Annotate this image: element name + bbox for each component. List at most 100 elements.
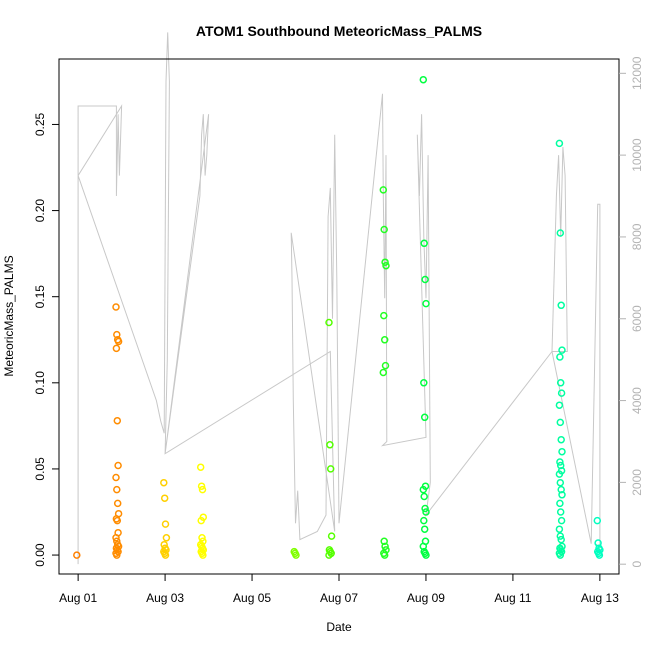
data-point bbox=[326, 441, 334, 449]
data-point bbox=[379, 368, 388, 377]
data-point bbox=[420, 525, 429, 533]
data-point bbox=[381, 258, 389, 266]
data-point bbox=[162, 534, 171, 542]
data-point bbox=[421, 504, 429, 513]
data-point bbox=[199, 551, 207, 559]
y-axis-label: MeteoricMass_PALMS bbox=[2, 255, 16, 376]
x-tick-label: Aug 05 bbox=[233, 591, 271, 605]
data-point bbox=[114, 461, 122, 470]
data-point bbox=[325, 318, 333, 327]
y2-tick-label: 2000 bbox=[630, 469, 644, 496]
data-point bbox=[556, 532, 565, 540]
y-tick-label: 0.15 bbox=[33, 285, 47, 309]
data-point bbox=[326, 465, 335, 473]
data-point bbox=[380, 225, 388, 234]
data-point bbox=[113, 551, 121, 559]
data-point bbox=[420, 379, 428, 387]
data-point bbox=[419, 485, 428, 494]
y2-tick-label: 8000 bbox=[630, 223, 644, 250]
data-point bbox=[557, 301, 565, 310]
data-point bbox=[558, 491, 566, 499]
data-point bbox=[380, 336, 389, 344]
data-point bbox=[555, 401, 564, 409]
y2-axis: 0 2000 4000 6000 8000 10000 12000 bbox=[619, 56, 644, 568]
data-point bbox=[556, 379, 565, 387]
y-tick-label: 0.10 bbox=[33, 371, 47, 395]
y2-tick-label: 10000 bbox=[630, 138, 644, 172]
x-tick-label: Aug 09 bbox=[407, 591, 445, 605]
data-point bbox=[379, 186, 388, 194]
data-point bbox=[197, 516, 205, 525]
y2-tick-label: 0 bbox=[630, 561, 644, 568]
y2-tick-label: 6000 bbox=[630, 305, 644, 332]
y-tick-label: 0.00 bbox=[33, 543, 47, 567]
data-point bbox=[556, 478, 565, 487]
y2-tick-label: 12000 bbox=[630, 56, 644, 90]
data-point bbox=[113, 416, 122, 425]
data-point bbox=[380, 537, 388, 546]
data-point bbox=[420, 413, 429, 422]
data-point bbox=[556, 551, 565, 559]
data-point bbox=[113, 499, 122, 508]
data-point bbox=[114, 337, 123, 346]
data-point bbox=[161, 520, 170, 528]
data-point bbox=[325, 551, 333, 559]
chart-title: ATOM1 Southbound MeteoricMass_PALMS bbox=[196, 23, 482, 39]
data-point bbox=[198, 534, 206, 542]
data-point bbox=[112, 303, 120, 311]
data-point bbox=[556, 458, 564, 466]
data-point bbox=[381, 361, 390, 370]
data-point bbox=[380, 311, 388, 320]
data-point bbox=[556, 508, 565, 516]
data-point bbox=[327, 532, 336, 540]
y-tick-label: 0.20 bbox=[33, 199, 47, 223]
data-point bbox=[112, 473, 120, 482]
data-point bbox=[382, 261, 390, 270]
data-point bbox=[557, 535, 565, 544]
data-point bbox=[422, 508, 430, 516]
data-point bbox=[555, 525, 564, 533]
data-point bbox=[555, 470, 564, 478]
x-tick-label: Aug 01 bbox=[59, 591, 97, 605]
data-point bbox=[381, 542, 389, 551]
y-axis: 0.00 0.05 0.10 0.15 0.20 0.25 bbox=[33, 112, 60, 567]
x-tick-label: Aug 03 bbox=[146, 591, 184, 605]
data-point bbox=[420, 492, 428, 501]
x-tick-label: Aug 11 bbox=[494, 591, 531, 605]
data-point bbox=[113, 485, 121, 494]
data-point bbox=[555, 139, 564, 148]
y-tick-label: 0.25 bbox=[33, 112, 47, 136]
data-point bbox=[112, 534, 120, 542]
data-point bbox=[557, 516, 566, 525]
altitude-line bbox=[77, 32, 601, 565]
data-point bbox=[557, 435, 565, 444]
y2-tick-label: 4000 bbox=[630, 387, 644, 414]
data-point bbox=[556, 353, 564, 361]
data-point bbox=[73, 551, 81, 559]
data-point bbox=[593, 516, 602, 525]
x-axis-label: Date bbox=[326, 620, 352, 634]
data-point bbox=[198, 485, 207, 494]
x-axis: Aug 01 Aug 03 Aug 05 Aug 07 Aug 09 Aug 11 Aug … bbox=[59, 573, 619, 605]
data-point bbox=[556, 418, 565, 427]
data-point bbox=[595, 551, 604, 559]
data-point bbox=[420, 516, 428, 525]
x-tick-label: Aug 13 bbox=[581, 591, 619, 605]
data-point bbox=[380, 551, 389, 559]
data-point bbox=[161, 551, 170, 559]
altitude-line-layer bbox=[77, 32, 601, 565]
data-point bbox=[422, 551, 430, 559]
data-point bbox=[421, 275, 429, 284]
data-point bbox=[160, 494, 169, 502]
x-tick-label: Aug 07 bbox=[320, 591, 358, 605]
data-point bbox=[556, 229, 565, 237]
points-layer bbox=[73, 75, 604, 559]
data-point bbox=[422, 299, 430, 308]
data-point bbox=[558, 346, 566, 354]
data-point bbox=[160, 478, 168, 487]
data-point bbox=[196, 463, 205, 471]
data-point bbox=[419, 75, 428, 84]
data-point bbox=[292, 551, 300, 559]
data-point bbox=[197, 482, 206, 490]
